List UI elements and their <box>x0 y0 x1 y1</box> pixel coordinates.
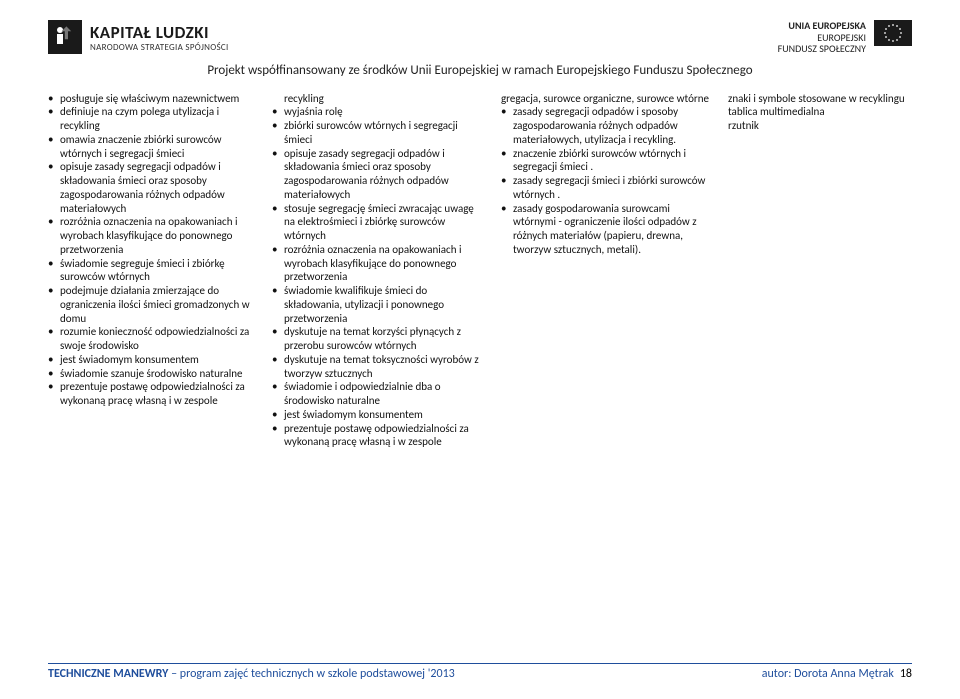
list-item: zasady segregacji odpadów i sposoby zago… <box>501 105 714 146</box>
left-logo-line2: NARODOWA STRATEGIA SPÓJNOŚCI <box>90 42 229 53</box>
list-item: prezentuje postawę odpowiedzialności za … <box>48 380 258 408</box>
list-item: jest świadomym konsumentem <box>48 353 258 367</box>
list-item: posługuje się właściwym nazewnictwem <box>48 92 258 106</box>
column-4: znaki i symbole stosowane w recyklingu t… <box>728 92 912 450</box>
footer-text-row: TECHNICZNE MANEWRY – program zajęć techn… <box>48 667 912 681</box>
list-item: świadomie segreguje śmieci i zbiórkę sur… <box>48 257 258 285</box>
content-columns: posługuje się właściwym nazewnictwem def… <box>48 92 912 450</box>
column-3-continuation: gregacja, surowce organiczne, surowce wt… <box>501 92 714 106</box>
column-1: posługuje się właściwym nazewnictwem def… <box>48 92 258 450</box>
project-subheader: Projekt współfinansowany ze środków Unii… <box>48 63 912 78</box>
right-logo-line3: FUNDUSZ SPOŁECZNY <box>778 43 866 55</box>
list-item: definiuje na czym polega utylizacja i re… <box>48 105 258 133</box>
list-item: świadomie kwalifikuje śmieci do składowa… <box>272 284 487 325</box>
eu-flag-icon <box>874 20 912 46</box>
list-item: zasady segregacji śmieci i zbiórki surow… <box>501 174 714 202</box>
left-logo-text: KAPITAŁ LUDZKI NARODOWA STRATEGIA SPÓJNO… <box>90 22 229 53</box>
header: KAPITAŁ LUDZKI NARODOWA STRATEGIA SPÓJNO… <box>48 20 912 55</box>
left-logo-block: KAPITAŁ LUDZKI NARODOWA STRATEGIA SPÓJNO… <box>48 20 229 54</box>
footer-program-desc: – program zajęć technicznych w szkole po… <box>168 667 454 681</box>
col4-line2: tablica multimedialna <box>728 105 912 119</box>
list-item: stosuje segregację śmieci zwracając uwag… <box>272 202 487 243</box>
list-item: podejmuje działania zmierzające do ogran… <box>48 284 258 325</box>
column-3-list: zasady segregacji odpadów i sposoby zago… <box>501 105 714 256</box>
footer-right: autor: Dorota Anna Mętrak 18 <box>762 667 912 681</box>
list-item: zasady gospodarowania surowcami wtórnymi… <box>501 202 714 257</box>
list-item: dyskutuje na temat toksyczności wyrobów … <box>272 353 487 381</box>
footer: TECHNICZNE MANEWRY – program zajęć techn… <box>0 663 960 681</box>
page-number: 18 <box>900 667 912 681</box>
footer-divider <box>48 663 912 664</box>
col4-line3: rzutnik <box>728 119 912 133</box>
page: KAPITAŁ LUDZKI NARODOWA STRATEGIA SPÓJNO… <box>0 0 960 459</box>
left-logo-line1: KAPITAŁ LUDZKI <box>90 22 229 43</box>
list-item: rozumie konieczność odpowiedzialności za… <box>48 325 258 353</box>
list-item: zbiórki surowców wtórnych i segregacji ś… <box>272 119 487 147</box>
footer-author-label: autor: <box>762 667 794 681</box>
column-2-continuation: recykling <box>284 92 487 106</box>
list-item: dyskutuje na temat korzyści płynących z … <box>272 325 487 353</box>
list-item: świadomie i odpowiedzialnie dba o środow… <box>272 380 487 408</box>
column-3: gregacja, surowce organiczne, surowce wt… <box>501 92 714 450</box>
list-item: opisuje zasady segregacji odpadów i skła… <box>48 160 258 215</box>
list-item: prezentuje postawę odpowiedzialności za … <box>272 422 487 450</box>
footer-left: TECHNICZNE MANEWRY – program zajęć techn… <box>48 667 455 681</box>
right-logo-block: UNIA EUROPEJSKA EUROPEJSKI FUNDUSZ SPOŁE… <box>778 20 912 55</box>
list-item: omawia znaczenie zbiórki surowców wtórny… <box>48 133 258 161</box>
list-item: jest świadomym konsumentem <box>272 408 487 422</box>
column-1-list: posługuje się właściwym nazewnictwem def… <box>48 92 258 408</box>
column-2-list: wyjaśnia rolę zbiórki surowców wtórnych … <box>272 105 487 449</box>
right-logo-text: UNIA EUROPEJSKA EUROPEJSKI FUNDUSZ SPOŁE… <box>778 20 866 55</box>
list-item: rozróżnia oznaczenia na opakowaniach i w… <box>272 243 487 284</box>
column-2: recykling wyjaśnia rolę zbiórki surowców… <box>272 92 487 450</box>
col4-line1: znaki i symbole stosowane w recyklingu <box>728 92 912 106</box>
list-item: rozróżnia oznaczenia na opakowaniach i w… <box>48 215 258 256</box>
list-item: wyjaśnia rolę <box>272 105 487 119</box>
footer-author-name: Dorota Anna Mętrak <box>794 667 894 681</box>
list-item: znaczenie zbiórki surowców wtórnych i se… <box>501 147 714 175</box>
list-item: opisuje zasady segregacji odpadów i skła… <box>272 147 487 202</box>
right-logo-line1: UNIA EUROPEJSKA <box>778 20 866 32</box>
footer-program-name: TECHNICZNE MANEWRY <box>48 667 168 681</box>
kapital-ludzki-icon <box>48 20 82 54</box>
list-item: świadomie szanuje środowisko naturalne <box>48 367 258 381</box>
